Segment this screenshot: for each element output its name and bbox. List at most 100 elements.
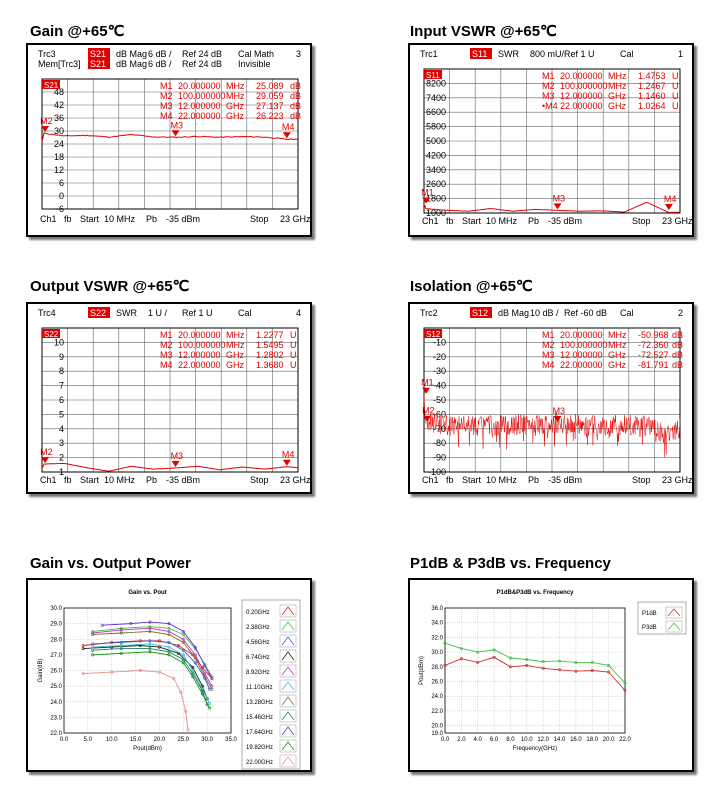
y-tick-label: 6600 <box>426 107 446 117</box>
plot-border <box>423 68 681 214</box>
marker-name: M3 <box>160 101 173 111</box>
marker-label: M1 <box>421 378 434 388</box>
trace-param-bg-1 <box>470 48 492 59</box>
footer-field: Stop <box>632 216 651 226</box>
marker-value: 1.4753 <box>638 71 666 81</box>
series-point <box>508 665 512 669</box>
marker-freq: 100.000000 <box>178 91 226 101</box>
y-tick-label: 30 <box>54 126 64 136</box>
marker-value: 25.089 <box>256 81 284 91</box>
x-tick-label: 0.0 <box>441 737 450 743</box>
y-tick-label: 0 <box>59 191 64 201</box>
series-point <box>119 631 123 635</box>
trace-tag: S12 <box>426 330 441 339</box>
x-tick-label: 20.0 <box>603 737 615 743</box>
marker-label: M3 <box>553 193 566 203</box>
y-tick-label: 19.0 <box>431 731 443 737</box>
trace-param-bg-1 <box>88 307 110 318</box>
legend-swatch-box <box>279 724 297 738</box>
marker-vunit: U <box>290 330 297 340</box>
legend-swatch-box <box>665 606 683 619</box>
y-tick-label: 1000 <box>426 208 446 218</box>
legend-swatch <box>281 651 295 661</box>
series-point <box>210 687 214 691</box>
marker-freq: 20.000000 <box>178 330 221 340</box>
x-tick-label: 18.0 <box>586 737 598 743</box>
legend-swatch <box>281 681 295 691</box>
y-tick-label: -30 <box>433 366 446 376</box>
header-field-1-2: dB Mag <box>498 308 529 318</box>
gain-vs-pout-title: Gain vs. Output Power <box>30 555 191 572</box>
trace-param-label-1: S21 <box>90 49 106 59</box>
footer-field: fb <box>64 214 72 224</box>
marker-unit: MHz <box>608 71 627 81</box>
trace-line <box>41 132 299 142</box>
marker-triangle <box>171 130 180 137</box>
marker-triangle <box>282 132 291 139</box>
marker-vunit: dB <box>672 340 683 350</box>
output-vswr-chart: Trc4 S22 SWR 1 U / Ref 1 U Cal 4 10 9 8 7 6 5 4 3 2 1 S22… <box>38 307 310 485</box>
series-point <box>181 629 185 633</box>
trace-tag-bg <box>42 329 60 338</box>
y-tick-label: 26.0 <box>431 680 443 686</box>
trace-param-label-1: S12 <box>472 308 488 318</box>
legend-label: 2.38GHz <box>246 625 270 631</box>
series-point <box>210 676 214 680</box>
marker-triangle <box>553 415 562 422</box>
series-point <box>443 641 447 645</box>
marker-name: M2 <box>542 340 555 350</box>
series-point <box>607 670 611 674</box>
y-tick-label: -80 <box>433 438 446 448</box>
legend-swatch <box>281 636 295 646</box>
series-line <box>444 656 626 691</box>
y-tick-label: -60 <box>433 409 446 419</box>
y-tick-label: -40 <box>433 381 446 391</box>
y-axis-label: Pout(dBm) <box>419 656 425 685</box>
series-point <box>181 633 185 637</box>
marker-vunit: U <box>672 101 679 111</box>
marker-freq: 20.000000 <box>560 71 603 81</box>
marker-value: 1.5495 <box>256 340 284 350</box>
series-point <box>91 645 95 649</box>
output-vswr-panel: Trc4 S22 SWR 1 U / Ref 1 U Cal 4 10 9 8 7 6 5 4 3 2 1 S22… <box>26 302 312 494</box>
y-tick-label: 5 <box>59 409 64 419</box>
y-tick-label: 42 <box>54 100 64 110</box>
x-tick-label: 35.0 <box>225 737 237 743</box>
header-field-1-6: 1 <box>678 49 683 59</box>
footer-field: Start <box>462 216 482 226</box>
y-tick-label: 24 <box>54 139 64 149</box>
trace-tag-bg <box>424 329 442 338</box>
y-tick-label: -90 <box>433 453 446 463</box>
series-point <box>179 690 183 694</box>
legend-swatch-box <box>665 620 683 633</box>
legend-swatch-box <box>279 604 297 618</box>
series-point <box>181 637 185 641</box>
legend-label: 4.56GHz <box>246 640 270 646</box>
header-field-2-4: Ref 24 dB <box>182 59 222 69</box>
series-point <box>459 646 463 650</box>
marker-name: M4 <box>160 360 173 370</box>
footer-field: Pb <box>528 475 539 485</box>
marker-value: 29.059 <box>256 91 284 101</box>
footer-field: Pb <box>528 216 539 226</box>
series-point <box>541 660 545 664</box>
marker-name: M4 <box>160 111 173 121</box>
y-tick-label: 32.0 <box>431 635 443 641</box>
series-line <box>444 642 626 684</box>
y-tick-label: 36 <box>54 113 64 123</box>
marker-vunit: dB <box>290 101 301 111</box>
marker-name: M2 <box>542 81 555 91</box>
series-point <box>81 644 85 648</box>
x-axis-label: Frequency(GHz) <box>513 746 557 752</box>
footer-field: Pb <box>146 214 157 224</box>
marker-freq: 22.000000 <box>178 360 221 370</box>
series-point <box>157 670 161 674</box>
footer-field: fb <box>446 216 454 226</box>
legend-swatch-box <box>279 694 297 708</box>
marker-triangle <box>422 387 431 394</box>
footer-field: 23 GHz <box>280 475 310 485</box>
footer-field: Start <box>80 214 100 224</box>
series-point <box>210 684 214 688</box>
marker-triangle <box>664 204 673 210</box>
marker-vunit: U <box>290 350 297 360</box>
